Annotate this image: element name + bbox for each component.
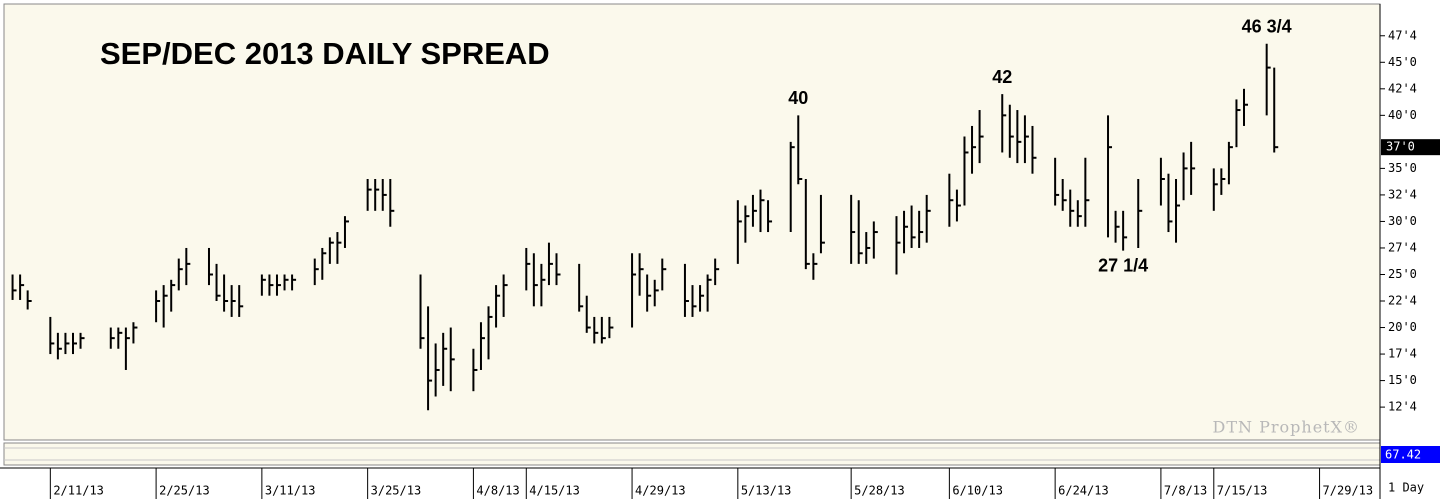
x-tick-label: 2/11/13 [53,484,104,498]
x-tick-label: 5/13/13 [741,484,792,498]
x-tick-label: 7/29/13 [1323,484,1374,498]
chart-title: SEP/DEC 2013 DAILY SPREAD [100,36,550,71]
x-tick-label: 4/15/13 [529,484,580,498]
y-tick-label: 20'0 [1388,320,1417,334]
y-tick-label: 42'4 [1388,81,1417,95]
y-tick-label: 22'4 [1388,294,1417,308]
y-tick-label: 27'4 [1388,240,1417,254]
annotation: 40 [788,88,808,108]
y-tick-label: 25'0 [1388,267,1417,281]
watermark: DTN ProphetX® [1213,418,1360,437]
x-tick-label: 6/10/13 [952,484,1003,498]
plot-area [3,3,1381,441]
annotation: 27 1/4 [1098,255,1148,275]
y-tick-label: 17'4 [1388,347,1417,361]
x-tick-label: 7/15/13 [1217,484,1268,498]
x-tick-label: 4/8/13 [476,484,519,498]
last-price-box [1381,139,1440,156]
x-tick-label: 2/25/13 [159,484,210,498]
indicator-label: 67.42 [1385,448,1421,462]
x-tick-label: 3/25/13 [371,484,422,498]
y-tick-label: 45'0 [1388,55,1417,69]
indicator-panel [3,442,1381,466]
y-tick-label: 30'0 [1388,214,1417,228]
y-tick-label: 35'0 [1388,161,1417,175]
last-price-label: 37'0 [1386,140,1415,154]
x-tick-label: 6/24/13 [1058,484,1109,498]
y-tick-label: 12'4 [1388,400,1417,414]
x-tick-label: 7/8/13 [1164,484,1207,498]
y-tick-label: 15'0 [1388,373,1417,387]
indicator-label-box [1381,446,1440,463]
y-tick-label: 47'4 [1388,28,1417,42]
x-tick-label: 3/11/13 [265,484,316,498]
annotation: 42 [992,67,1012,87]
y-tick-label: 32'4 [1388,187,1417,201]
x-tick-label: 4/29/13 [635,484,686,498]
annotation: 46 3/4 [1242,16,1292,36]
y-tick-label: 40'0 [1388,108,1417,122]
interval-label: 1 Day [1388,481,1424,495]
x-tick-label: 5/28/13 [854,484,905,498]
